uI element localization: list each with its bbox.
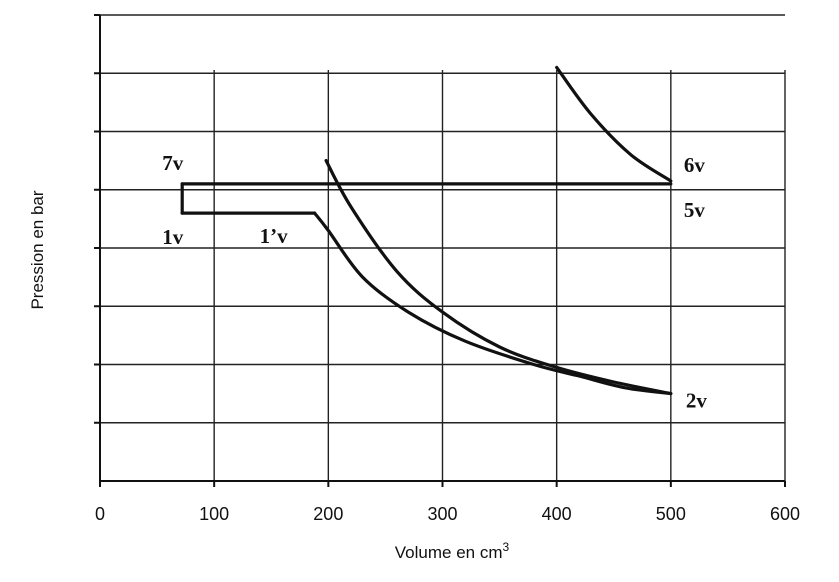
point-label: 7v [162,151,184,175]
series-curves [180,65,673,396]
point-label: 1v [162,225,184,249]
x-tick-label: 0 [95,504,105,524]
point-labels: 7v 6v 5v 1v 1’v 2v [162,151,707,413]
point-label: 1’v [260,224,288,248]
series-line-4 [313,211,673,396]
axes [94,14,786,487]
x-tick-label: 600 [770,504,800,524]
x-tick-label: 400 [542,504,572,524]
x-tick-labels: 0 100 200 300 400 500 600 [95,504,800,524]
y-axis-title: Pression en bar [28,190,47,309]
x-tick-label: 200 [313,504,343,524]
x-axis-title-superscript: 3 [503,540,510,554]
x-tick-label: 100 [199,504,229,524]
series-line-6 [555,65,673,183]
x-tick-label: 500 [656,504,686,524]
gridlines [100,14,786,481]
point-label: 5v [684,198,706,222]
x-axis-title-text: Volume en cm [395,543,503,562]
point-label: 6v [684,153,706,177]
x-axis-title: Volume en cm3 [395,540,510,562]
x-tick-label: 300 [427,504,457,524]
point-label: 2v [686,389,708,413]
series-line-5 [324,159,673,396]
